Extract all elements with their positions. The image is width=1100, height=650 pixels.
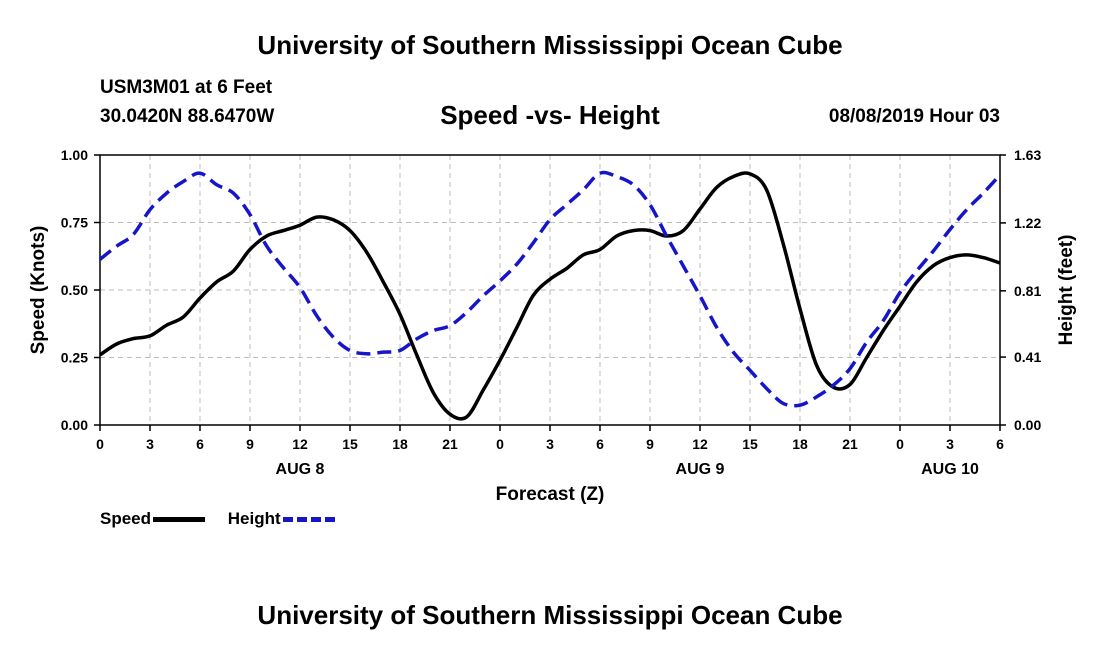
- series-line-speed: [99, 171, 1001, 421]
- legend-label-speed: Speed: [100, 509, 152, 528]
- x-tick-label: 15: [342, 436, 358, 452]
- series-line-height: [98, 170, 1002, 408]
- x-tick-label: 0: [896, 436, 904, 452]
- x-tick-label: 18: [792, 436, 808, 452]
- legend-label-height: Height: [227, 509, 281, 528]
- axis-layer: 0 3 6 9 12 15 18 21 0 3 6 9 12 15 18 21 0 3 6 0.00 0.25 0.50 0…: [61, 147, 1042, 478]
- x-tick-label: 3: [946, 436, 954, 452]
- y2-axis-title: Height (feet): [1056, 235, 1077, 346]
- forecast-date-label: 08/08/2019 Hour 03: [828, 106, 1000, 127]
- x-tick-label: 21: [442, 436, 458, 452]
- x-tick-label: 3: [546, 436, 554, 452]
- x-tick-label: 6: [196, 436, 204, 452]
- legend-swatch-speed: [153, 516, 206, 522]
- x-tick-label: 3: [146, 436, 154, 452]
- x-tick-label: 9: [646, 436, 654, 452]
- y-tick-label: 1.00: [61, 147, 88, 163]
- legend-swatch-height: [282, 516, 335, 522]
- y2-tick-label: 0.81: [1014, 283, 1041, 299]
- x-tick-label: 12: [692, 436, 708, 452]
- x-tick-label: 15: [742, 436, 758, 452]
- date-label: AUG 8: [276, 461, 325, 478]
- x-tick-label: 6: [996, 436, 1004, 452]
- x-tick-label: 18: [392, 436, 408, 452]
- page-title: University of Southern Mississippi Ocean…: [257, 30, 843, 60]
- x-tick-label: 21: [842, 436, 858, 452]
- y-tick-label: 0.00: [61, 417, 88, 433]
- y-tick-label: 0.75: [61, 215, 88, 231]
- y-axis-title: Speed (Knots): [28, 226, 49, 355]
- x-tick-label: 0: [96, 436, 104, 452]
- legend-entry-speed: Speed: [100, 509, 206, 529]
- x-tick-label: 9: [246, 436, 254, 452]
- date-label: AUG 9: [676, 461, 725, 478]
- footer-title: University of Southern Mississippi Ocean…: [257, 600, 843, 630]
- y2-tick-label: 1.22: [1014, 215, 1041, 231]
- station-label: USM3M01 at 6 Feet: [100, 77, 273, 98]
- x-axis-title: Forecast (Z): [496, 484, 605, 505]
- y2-tick-label: 0.41: [1014, 349, 1041, 365]
- date-label: AUG 10: [921, 461, 979, 478]
- x-tick-label: 6: [596, 436, 604, 452]
- y-tick-label: 0.25: [61, 350, 88, 366]
- grid-layer: [100, 155, 1000, 425]
- x-tick-label: 0: [496, 436, 504, 452]
- legend-entry-height: Height: [228, 509, 335, 529]
- series-layer: [98, 170, 1002, 421]
- y-tick-label: 0.50: [61, 282, 88, 298]
- coordinates-label: 30.0420N 88.6470W: [100, 106, 275, 127]
- y2-tick-label: 0.00: [1014, 417, 1041, 433]
- y2-tick-label: 1.63: [1014, 147, 1041, 163]
- chart-title: Speed -vs- Height: [440, 100, 660, 130]
- x-tick-label: 12: [292, 436, 308, 452]
- legend: Speed Height: [100, 509, 353, 529]
